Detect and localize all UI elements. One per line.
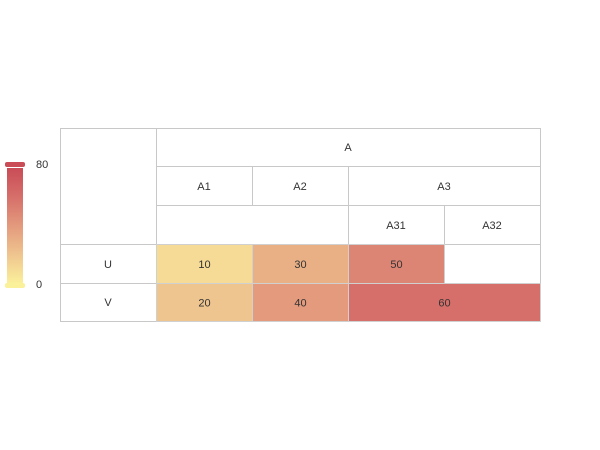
column-header-label: A: [344, 142, 352, 154]
header-labels: A A1 A2 A3 A31 A32 U V: [104, 142, 502, 309]
heat-cell-v-a1[interactable]: [156, 283, 253, 322]
heat-cell-label-v-a3: 60: [438, 298, 450, 310]
corner-cell: [60, 128, 157, 245]
group-label-a1: A1: [197, 181, 210, 193]
legend-gradient-bar[interactable]: [7, 168, 23, 284]
heat-cell-u-a31[interactable]: [348, 244, 445, 284]
subgroup-label-a31: A31: [386, 220, 406, 232]
subgroup-label-a32: A32: [482, 220, 502, 232]
heat-cell-label-v-a2: 40: [294, 298, 306, 310]
group-header-cell-a1: [156, 166, 253, 206]
heat-cell-label-u-a2: 30: [294, 259, 306, 271]
group-label-a2: A2: [293, 181, 306, 193]
group-label-a3: A3: [437, 181, 450, 193]
heat-cell-label-v-a1: 20: [198, 298, 210, 310]
heat-cell-label-u-a31: 50: [390, 259, 402, 271]
heat-cell-v-a3[interactable]: [348, 283, 541, 322]
empty-subheader-cell: [156, 205, 349, 245]
heat-cell-u-a2[interactable]: [252, 244, 349, 284]
row-label-v: V: [104, 297, 112, 309]
legend-min-handle[interactable]: [5, 283, 25, 288]
row-header-cell-v: [60, 283, 157, 322]
heat-cell-label-u-a1: 10: [198, 259, 210, 271]
table-frame: [60, 128, 541, 322]
heat-cell-v-a2[interactable]: [252, 283, 349, 322]
color-legend[interactable]: 80 0: [5, 159, 48, 291]
empty-data-cell-u-a32: [444, 244, 541, 284]
row-label-u: U: [104, 259, 112, 271]
column-header-cell: [156, 128, 541, 167]
heat-cells: 10 30 50 20 40 60: [156, 244, 541, 322]
legend-min-label: 0: [36, 279, 42, 291]
legend-max-label: 80: [36, 159, 48, 171]
legend-max-handle[interactable]: [5, 162, 25, 167]
heat-cell-u-a1[interactable]: [156, 244, 253, 284]
subheader-cell-a32: [444, 205, 541, 245]
